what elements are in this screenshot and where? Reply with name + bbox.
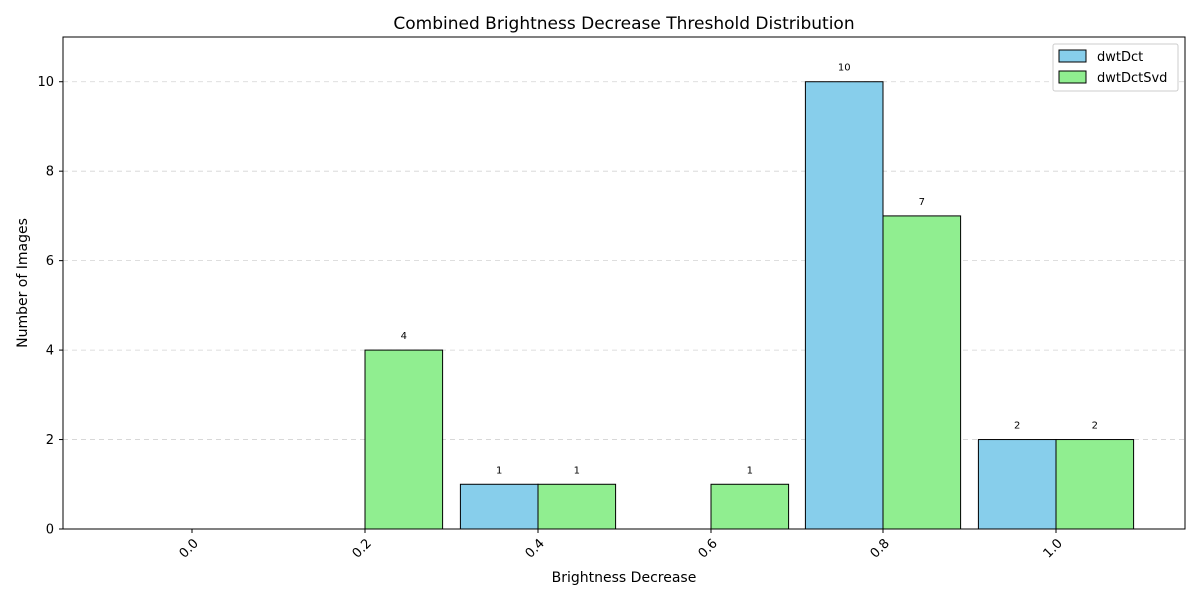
data-label: 4 [401,331,407,342]
x-axis-ticks: 0.0 0.2 0.4 0.6 0.8 1.0 [177,529,1066,561]
bar-dwtdct-0.4 [459,483,539,530]
bar-dwtdctsvd-0.8 [882,215,962,530]
y-axis-label: Number of Images [15,218,31,348]
chart-title: Combined Brightness Decrease Threshold D… [393,14,854,34]
data-labels: 1 10 2 4 1 1 7 2 [401,63,1098,477]
x-tick-label: 0.4 [523,536,548,561]
bar-dwtdct-1.0 [977,439,1057,530]
bar-dwtdctsvd-0.4 [537,483,617,530]
data-label: 1 [496,465,502,476]
legend-label-dwtdct: dwtDct [1097,50,1143,65]
data-label: 2 [1092,421,1098,432]
bar-dwtdctsvd-0.2 [364,349,444,530]
plot-frame [62,36,1186,530]
bar-dwtdctsvd-0.6 [710,483,790,530]
data-label: 2 [1014,421,1020,432]
bar-dwtdct-0.8 [804,81,884,530]
data-label: 1 [574,465,580,476]
y-tick-label: 8 [46,165,54,180]
legend-swatch-dwtdctsvd [1058,70,1087,84]
y-tick-label: 6 [46,254,54,269]
y-tick-label: 0 [46,523,54,538]
legend-label-dwtdctsvd: dwtDctSvd [1097,71,1167,86]
grid-lines [63,81,1185,440]
x-axis-label: Brightness Decrease [552,570,697,586]
bars [364,81,1135,530]
x-tick-label: 0.8 [868,536,893,561]
data-label: 10 [838,63,851,74]
y-tick-label: 10 [37,75,54,90]
data-label: 1 [747,465,753,476]
x-tick-label: 0.6 [696,536,721,561]
y-axis-ticks: 0 2 4 6 8 10 [37,75,63,538]
legend: dwtDct dwtDctSvd [1052,43,1179,92]
data-label: 7 [919,197,925,208]
y-tick-label: 2 [46,433,54,448]
x-tick-label: 0.2 [350,536,375,561]
legend-swatch-dwtdct [1058,49,1087,63]
bar-dwtdctsvd-1.0 [1055,439,1135,530]
y-tick-label: 4 [46,344,54,359]
x-tick-label: 0.0 [177,536,202,561]
x-tick-label: 1.0 [1041,536,1066,561]
